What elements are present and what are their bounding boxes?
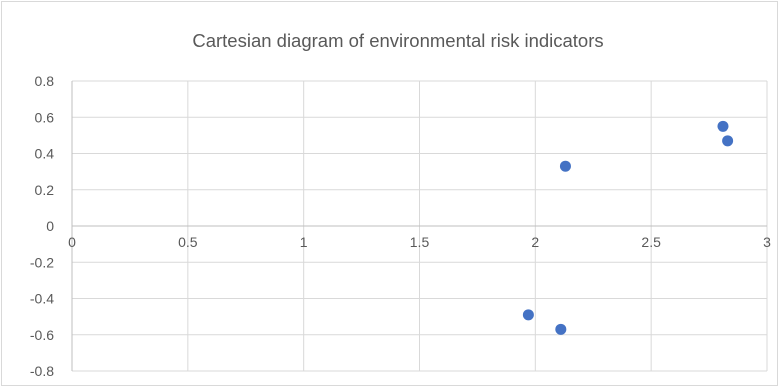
y-tick-label: 0.2 <box>35 182 55 198</box>
x-tick-label: 0.5 <box>178 234 198 250</box>
data-point <box>559 160 571 172</box>
data-point <box>522 309 534 321</box>
data-points <box>522 120 734 335</box>
x-tick-label: 0 <box>68 234 76 250</box>
data-point <box>717 120 729 132</box>
tick-labels: 0.8 0.6 0.4 0.2 0 -0.2 -0.4 -0.6 -0.8 0 0.5 1 1.5 2 2.… <box>30 73 771 379</box>
data-point <box>722 135 734 147</box>
y-tick-label: -0.8 <box>30 363 54 379</box>
axes <box>71 81 767 371</box>
x-tick-label: 3 <box>763 234 771 250</box>
y-tick-label: 0.8 <box>35 73 55 89</box>
y-tick-label: -0.6 <box>30 327 54 343</box>
x-tick-label: 1.5 <box>410 234 430 250</box>
y-tick-label: 0.4 <box>35 146 55 162</box>
y-tick-label: -0.4 <box>30 291 54 307</box>
y-tick-label: 0 <box>46 218 54 234</box>
x-tick-label: 2.5 <box>641 234 661 250</box>
x-tick-label: 1 <box>300 234 308 250</box>
x-tick-label: 2 <box>531 234 539 250</box>
data-point <box>555 323 567 335</box>
chart-title: Cartesian diagram of environmental risk … <box>192 30 603 51</box>
y-tick-label: 0.6 <box>35 109 55 125</box>
y-tick-label: -0.2 <box>30 254 54 270</box>
